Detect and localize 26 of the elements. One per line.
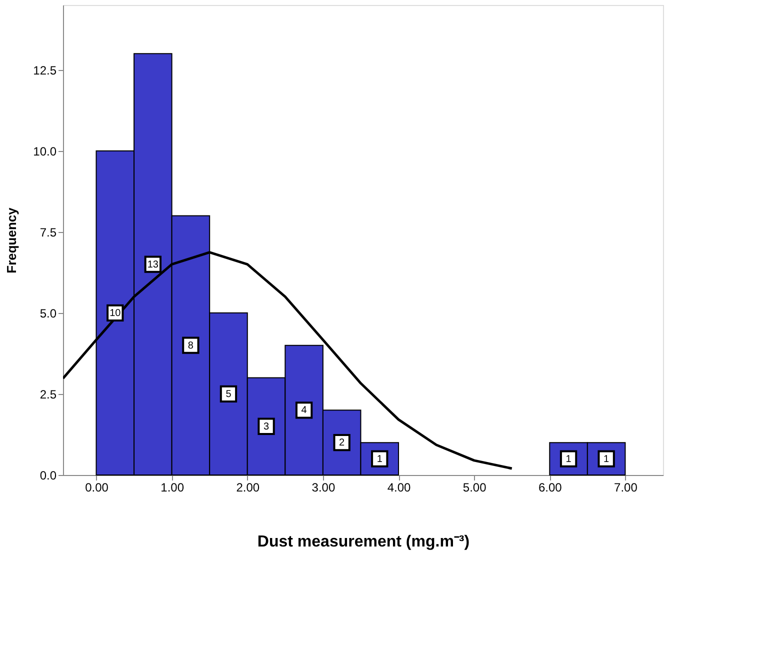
data-label: 4 xyxy=(301,405,308,416)
x-tick-label: 4.00 xyxy=(387,480,412,494)
y-tick-label: 7.5 xyxy=(40,225,57,240)
x-tick-label: 2.00 xyxy=(236,480,260,494)
data-label: 13 xyxy=(147,259,159,270)
data-label: 2 xyxy=(339,438,346,449)
data-label: 8 xyxy=(188,340,194,352)
data-label: 1 xyxy=(376,454,383,465)
y-tick-label: 10.0 xyxy=(33,144,57,158)
data-label: 5 xyxy=(226,388,232,400)
data-label: 1 xyxy=(566,454,572,465)
x-axis-title: Dust measurement (mg.m⁻³) xyxy=(257,534,470,550)
x-tick-label: 5.00 xyxy=(462,480,487,494)
data-label: 3 xyxy=(263,421,270,432)
x-tick-label: 1.00 xyxy=(160,480,184,494)
data-label: 10 xyxy=(110,308,122,319)
y-tick-label: 12.5 xyxy=(33,63,57,78)
x-tick-label: 7.00 xyxy=(614,480,638,494)
x-tick-label: 0.00 xyxy=(85,480,109,494)
x-tick-label: 3.00 xyxy=(312,480,336,494)
y-tick-label: 0.0 xyxy=(40,468,57,482)
x-tick-label: 6.00 xyxy=(538,480,562,494)
y-tick-label: 2.5 xyxy=(40,387,57,402)
y-axis-title: Frequency xyxy=(4,206,20,274)
data-label: 1 xyxy=(604,454,610,465)
y-tick-label: 5.0 xyxy=(40,306,57,320)
